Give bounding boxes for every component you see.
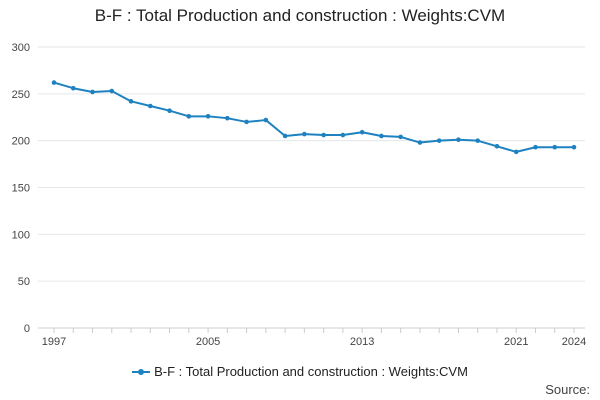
data-point [186,114,192,119]
data-point [302,131,307,137]
data-point [340,132,346,138]
series-line [53,81,574,153]
data-point [436,138,442,143]
data-point [51,80,57,85]
data-point [533,144,538,150]
data-point [321,132,326,138]
source-label: Source: [545,382,590,397]
data-point [398,134,403,140]
data-point [147,103,153,109]
x-tick-label: 2021 [504,336,528,348]
x-tick-label: 1997 [42,336,66,348]
data-point [263,117,269,123]
legend-item[interactable]: B-F : Total Production and construction … [132,364,468,379]
data-point [552,144,558,150]
data-point [359,129,365,135]
data-point [282,133,288,139]
data-point [90,89,95,95]
y-tick-label: 250 [12,89,30,101]
legend-line-marker-icon [132,367,151,377]
x-tick-label: 2024 [562,336,586,348]
y-tick-label: 100 [12,229,30,241]
chart-title: B-F : Total Production and construction … [94,6,506,25]
data-point [167,108,172,113]
data-point [128,99,134,104]
legend-label: B-F : Total Production and construction … [154,364,468,379]
y-tick-label: 50 [18,276,30,288]
data-point [205,114,211,119]
y-tick-label: 300 [12,42,30,54]
data-point [225,115,230,121]
data-point [494,143,500,149]
data-point [109,88,115,94]
data-point [417,140,423,145]
data-point [244,119,249,125]
x-tick-label: 2013 [350,336,374,348]
y-tick-label: 0 [24,323,30,335]
legend[interactable]: B-F : Total Production and construction … [0,364,600,380]
data-point [70,85,76,91]
data-point [379,133,384,139]
x-tick-label: 2005 [196,336,220,348]
y-tick-label: 200 [12,136,30,148]
data-point [475,138,481,143]
data-point [571,144,577,150]
data-point [456,137,461,143]
data-point [513,149,519,155]
y-tick-label: 150 [12,183,30,195]
